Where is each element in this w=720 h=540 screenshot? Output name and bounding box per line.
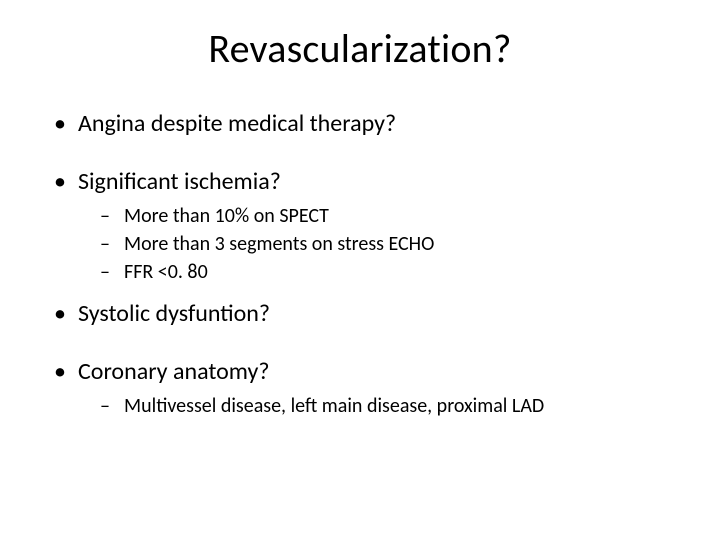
bullet-text: Angina despite medical therapy? (78, 109, 396, 138)
bullet-list-level2: More than 10% on SPECT More than 3 segme… (78, 203, 680, 285)
sub-bullet-item: FFR <0. 80 (96, 259, 680, 285)
bullet-text: Coronary anatomy? (78, 357, 270, 386)
bullet-text: Significant ischemia? (78, 167, 281, 196)
sub-bullet-item: More than 3 segments on stress ECHO (96, 231, 680, 257)
bullet-item: Angina despite medical therapy? (52, 109, 680, 139)
slide-content: Angina despite medical therapy? Signific… (0, 109, 720, 419)
bullet-item: Significant ischemia? More than 10% on S… (52, 167, 680, 285)
sub-bullet-text: More than 10% on SPECT (124, 204, 329, 228)
bullet-item: Systolic dysfuntion? (52, 299, 680, 329)
sub-bullet-item: Multivessel disease, left main disease, … (96, 393, 680, 419)
bullet-list-level2: Multivessel disease, left main disease, … (78, 393, 680, 419)
sub-bullet-text: Multivessel disease, left main disease, … (124, 394, 544, 418)
sub-bullet-item: More than 10% on SPECT (96, 203, 680, 229)
sub-bullet-text: More than 3 segments on stress ECHO (124, 232, 434, 256)
bullet-item: Coronary anatomy? Multivessel disease, l… (52, 357, 680, 419)
sub-bullet-text: FFR <0. 80 (124, 260, 208, 284)
slide-title: Revascularization? (0, 24, 720, 73)
bullet-list-level1: Angina despite medical therapy? Signific… (52, 109, 680, 419)
slide: Revascularization? Angina despite medica… (0, 0, 720, 540)
bullet-text: Systolic dysfuntion? (78, 299, 270, 328)
